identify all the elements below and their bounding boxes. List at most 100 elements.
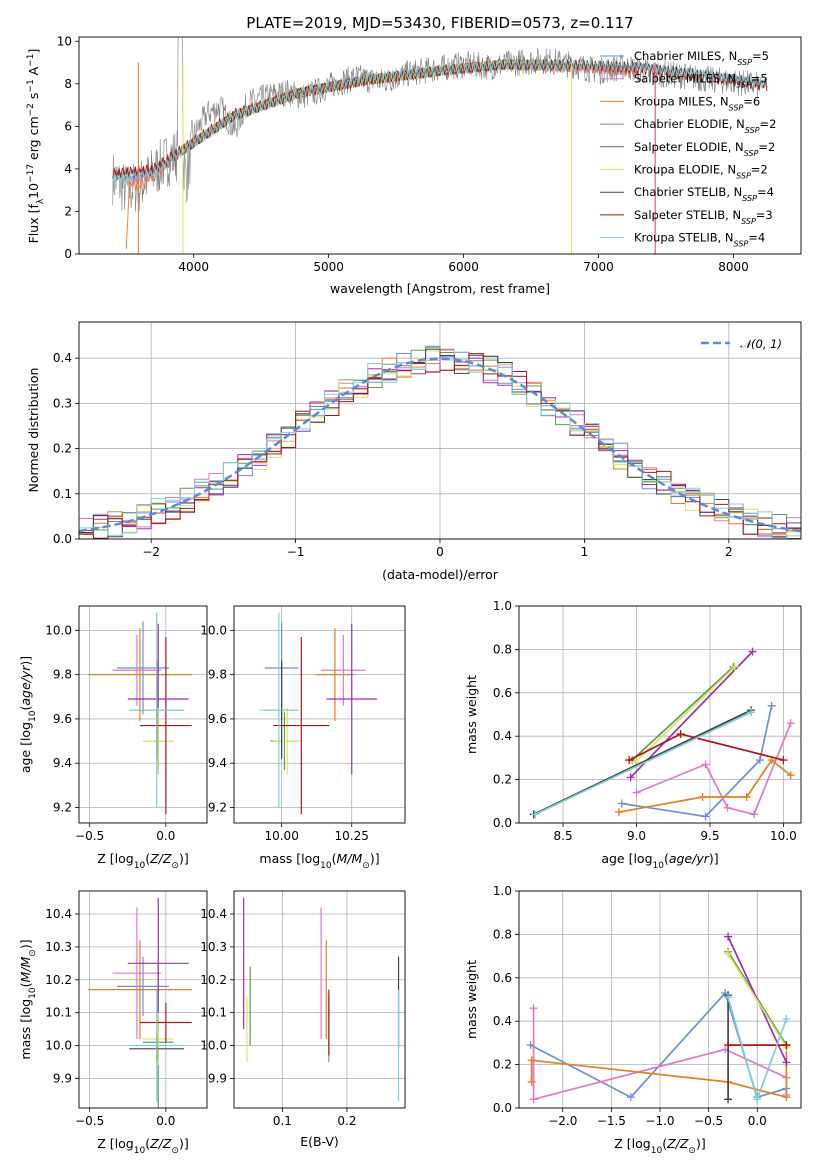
axes-frame — [78, 605, 208, 824]
weight-marker — [742, 792, 751, 801]
label-part: ⊙ — [171, 1146, 179, 1156]
legend-entry: Salpeter MILES, NSSP=5 — [634, 72, 768, 90]
tick-label-y: 9.2 — [53, 801, 72, 815]
tick-label-y: 0.0 — [493, 816, 512, 830]
x-axis-label: mass [log10(M/M⊙)] — [259, 851, 379, 871]
label-part: ( — [145, 851, 150, 866]
tick-label-y: 0.2 — [493, 773, 512, 787]
tick-label-y: 1.0 — [493, 884, 512, 898]
tick-label-y: 0.4 — [493, 1014, 512, 1028]
label-part: 10 — [28, 987, 38, 999]
label-part: ( — [664, 851, 669, 866]
legend-text: =2 — [751, 163, 768, 177]
legend-sub: SSP — [734, 239, 749, 248]
axes-frame — [518, 605, 802, 824]
label-part: ( — [18, 982, 33, 987]
tick-label-y: 9.6 — [208, 712, 227, 726]
residual-histogram-step — [79, 353, 801, 539]
legend-text: Kroupa STELIB, N — [634, 231, 734, 245]
x-axis-label: age [log10(age/yr)] — [601, 851, 718, 871]
legend-sub: SSP — [736, 80, 751, 89]
legend: 𝒩(0, 1) — [701, 337, 782, 351]
weight-marker — [755, 756, 764, 765]
tick-label-y: 0.2 — [493, 1058, 512, 1072]
tick-label-x: 6000 — [448, 260, 479, 274]
y-axis-label: Normed distribution — [26, 368, 41, 493]
legend-text: =4 — [748, 231, 765, 245]
label-part: ⊙ — [171, 861, 179, 871]
label-part: M/M — [337, 851, 363, 866]
tick-label-y: 8 — [64, 77, 72, 91]
label-part: Z/Z — [666, 1136, 689, 1151]
label-part: ( — [662, 1136, 667, 1151]
legend-text: Chabrier STELIB, N — [634, 185, 742, 199]
tick-label-x: −1.0 — [645, 1114, 674, 1128]
legend-sub: SSP — [737, 58, 752, 67]
legend-sub: SSP — [736, 171, 751, 180]
weight-line — [631, 666, 734, 761]
weight-marker — [724, 1095, 733, 1104]
weight-marker — [701, 812, 710, 821]
label-part: ⊙ — [28, 949, 38, 957]
tick-label-y: 9.6 — [53, 712, 72, 726]
legend-entry: Kroupa STELIB, NSSP=4 — [634, 231, 765, 249]
y-axis-label: mass weight — [464, 675, 479, 754]
tick-label-x: 0 — [436, 545, 444, 559]
label-part: 10 — [28, 710, 38, 722]
tick-label-x: 9.0 — [627, 829, 646, 843]
label-part: Z [log — [614, 1136, 650, 1151]
label-part: )] — [709, 851, 719, 866]
legend-text: Salpeter MILES, N — [634, 72, 736, 86]
plot-area — [259, 612, 377, 815]
tick-label-y: 9.2 — [208, 801, 227, 815]
tick-label-y: 9.8 — [53, 668, 72, 682]
label-part: Z/Z — [149, 851, 172, 866]
label-part: −1 — [26, 54, 36, 67]
residual-histogram-step — [79, 348, 801, 539]
label-part: −2 — [26, 103, 36, 116]
plot-area — [529, 647, 795, 821]
normal-curve-line — [79, 357, 801, 533]
tick-label-y: 1.0 — [493, 599, 512, 613]
label-part: ] — [26, 49, 41, 54]
weight-marker — [748, 647, 757, 656]
y-axis-label: age [log10(age/yr)] — [18, 656, 38, 773]
label-part: 10 — [320, 861, 332, 871]
label-part: age [log — [18, 722, 33, 773]
weight-marker — [782, 1093, 791, 1102]
weight-marker — [617, 799, 626, 808]
tick-label-x: 0.0 — [748, 1114, 767, 1128]
label-part: −17 — [26, 164, 36, 183]
legend-text: =5 — [752, 49, 769, 63]
label-part: mass [log — [259, 851, 320, 866]
tick-label-x: 0.1 — [273, 1114, 292, 1128]
legend-text: =6 — [743, 94, 760, 108]
plot-area — [243, 897, 400, 1102]
axes-frame — [78, 36, 802, 255]
weight-marker — [527, 1077, 536, 1086]
legend-text: Kroupa ELODIE, N — [634, 163, 736, 177]
tick-label-y: 9.4 — [53, 756, 72, 770]
legend-text: =3 — [756, 208, 773, 222]
plot-area — [526, 932, 791, 1104]
plot-area — [88, 897, 192, 1108]
tick-label-y: 9.8 — [208, 668, 227, 682]
tick-label-y: 10.0 — [45, 623, 72, 637]
y-axis-label: mass weight — [464, 960, 479, 1039]
label-part: )] — [370, 851, 380, 866]
tick-label-x: 1 — [581, 545, 589, 559]
weight-marker — [632, 788, 641, 797]
tick-label-x: 0.0 — [156, 829, 175, 843]
y-axis-label: mass [log10(M/M⊙)] — [18, 939, 38, 1059]
weight-marker — [782, 1041, 791, 1050]
label-part: ( — [18, 706, 33, 711]
weight-marker — [747, 708, 756, 717]
label-part: M/M — [18, 956, 33, 982]
legend-text: Salpeter ELODIE, N — [634, 140, 744, 154]
tick-label-y: 4 — [64, 162, 72, 176]
legend-text: =4 — [757, 185, 774, 199]
label-part: 10 — [26, 183, 41, 199]
label-part: Flux [f — [26, 204, 41, 244]
axes-frame — [78, 321, 802, 540]
